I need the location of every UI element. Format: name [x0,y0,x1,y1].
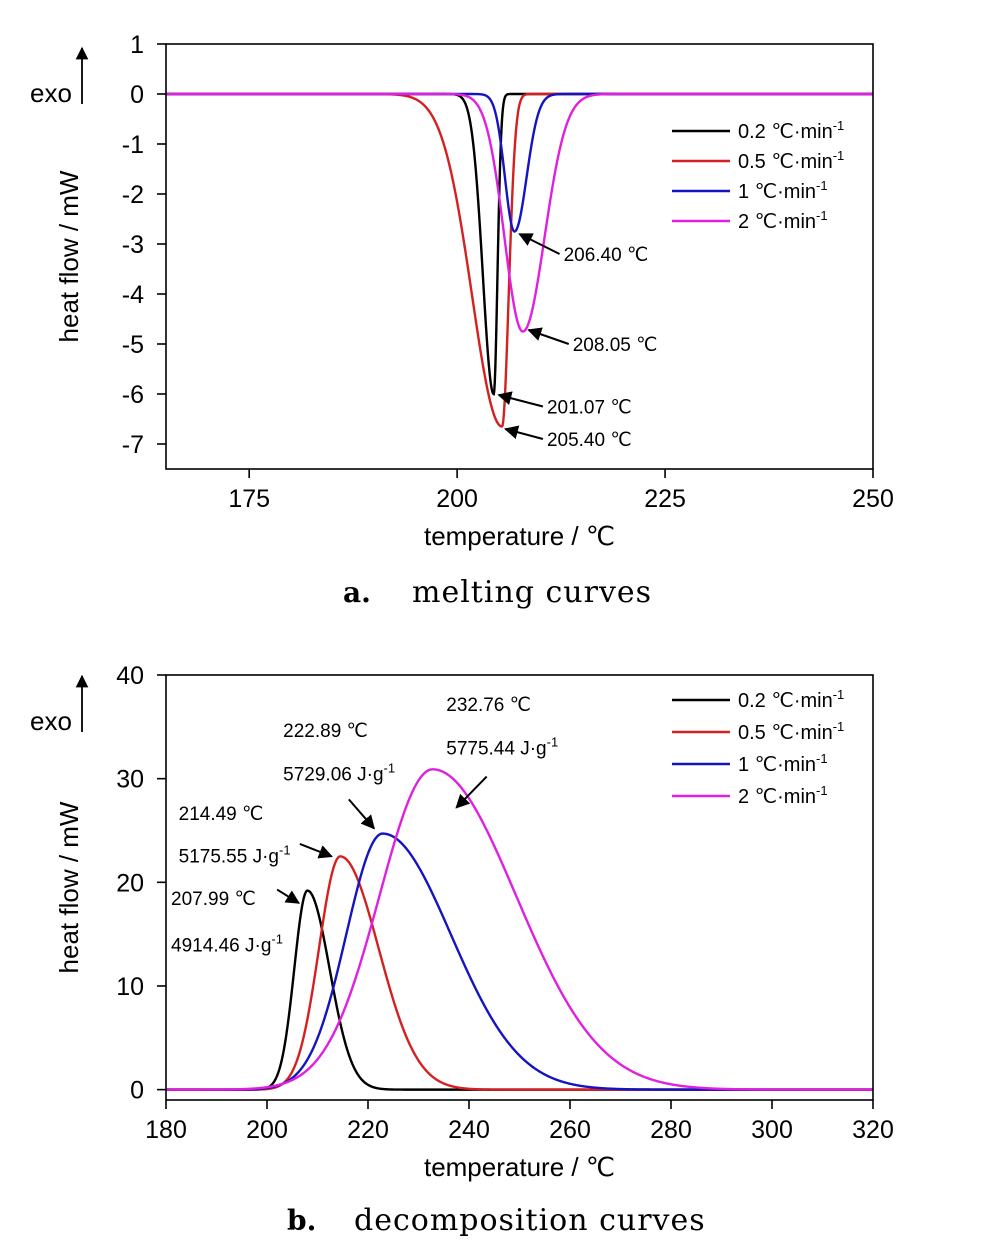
x-axis-label: temperature / ℃ [424,1152,615,1182]
exo-label: exo [30,78,72,108]
chart-panel-a: 175 200 225 250 1 0 -1 -2 -3 -4 -5 -6 -7 temperature … [30,31,894,610]
y-tick-label: -2 [122,181,144,209]
y-tick-label: -1 [122,131,144,159]
annotation-arrow-icon [527,327,570,345]
annotation-label: 5175.55 J·g-1 [179,842,291,867]
x-tick-label: 280 [650,1116,692,1144]
annotation-label: 5775.44 J·g-1 [446,735,558,760]
x-tick-label: 200 [436,485,478,513]
annotation-label: 201.07 ℃ [547,398,632,419]
y-axis-label: heat flow / mW [54,801,84,973]
annotation-label: 207.99 ℃ [171,889,256,910]
annotation-arrow-icon [276,888,301,904]
y-tick-label: -6 [122,381,144,409]
series-line-3 [166,768,873,1091]
chart-panel-b: 180 200 220 240 260 280 300 320 40 30 20 10 0 tempera… [30,662,894,1238]
y-tick-label: 30 [116,766,144,794]
annotation-arrow-icon [497,391,544,408]
legend-entry: 0.5 ℃·min-1 [738,148,844,173]
y-tick-label: 20 [116,869,144,897]
x-tick-label: 225 [644,485,686,513]
legend-entry: 1 ℃·min-1 [738,178,828,203]
annotation-label: 205.40 ℃ [547,430,632,451]
y-tick-label: -3 [122,231,144,259]
y-tick-label: 40 [116,662,144,690]
y-tick-label: -4 [122,281,144,309]
annotation-arrow-icon [504,425,544,440]
legend-entry: 2 ℃·min-1 [738,208,828,233]
annotation-label: 5729.06 J·g-1 [283,760,395,785]
x-tick-label: 260 [549,1116,591,1144]
series-line-1 [166,92,873,428]
x-tick-label: 250 [852,485,894,513]
legend-entry: 0.2 ℃·min-1 [738,118,844,143]
annotation-label: 4914.46 J·g-1 [171,932,283,957]
caption-text: decomposition curves [354,1203,706,1238]
series-line-2 [166,832,873,1091]
y-axis-label: heat flow / mW [54,170,84,342]
x-tick-label: 175 [228,485,270,513]
y-tick-label: 1 [130,31,144,59]
x-tick-label: 320 [852,1116,894,1144]
x-tick-label: 180 [145,1116,187,1144]
annotation-label: 206.40 ℃ [564,245,649,266]
x-axis-label: temperature / ℃ [424,521,615,551]
y-tick-label: -5 [122,331,144,359]
series-line-3 [166,92,873,333]
legend-entry: 0.5 ℃·min-1 [738,719,844,744]
y-tick-label: 0 [130,1077,144,1105]
annotation-label: 214.49 ℃ [179,804,264,825]
annotation-arrow-icon [348,798,375,830]
annotation-arrow-icon [299,843,333,859]
caption-text: melting curves [412,575,652,610]
annotation-arrow-icon [518,233,561,255]
legend-entry: 2 ℃·min-1 [738,783,828,808]
exo-label: exo [30,706,72,736]
annotation-label: 222.89 ℃ [283,721,368,742]
caption-letter: b. [287,1204,316,1237]
plot-frame [165,43,874,470]
y-tick-label: 10 [116,973,144,1001]
plot-frame [165,674,874,1101]
x-tick-label: 240 [448,1116,490,1144]
annotation-label: 232.76 ℃ [446,695,531,716]
annotation-arrow-icon [455,775,488,809]
legend-entry: 0.2 ℃·min-1 [738,687,844,712]
x-tick-label: 200 [246,1116,288,1144]
series-line-0 [166,889,873,1091]
y-tick-label: 0 [130,81,144,109]
x-tick-label: 300 [751,1116,793,1144]
x-tick-label: 220 [347,1116,389,1144]
caption-letter: a. [343,576,371,609]
legend-entry: 1 ℃·min-1 [738,751,828,776]
annotation-label: 208.05 ℃ [573,335,658,356]
y-tick-label: -7 [122,431,144,459]
